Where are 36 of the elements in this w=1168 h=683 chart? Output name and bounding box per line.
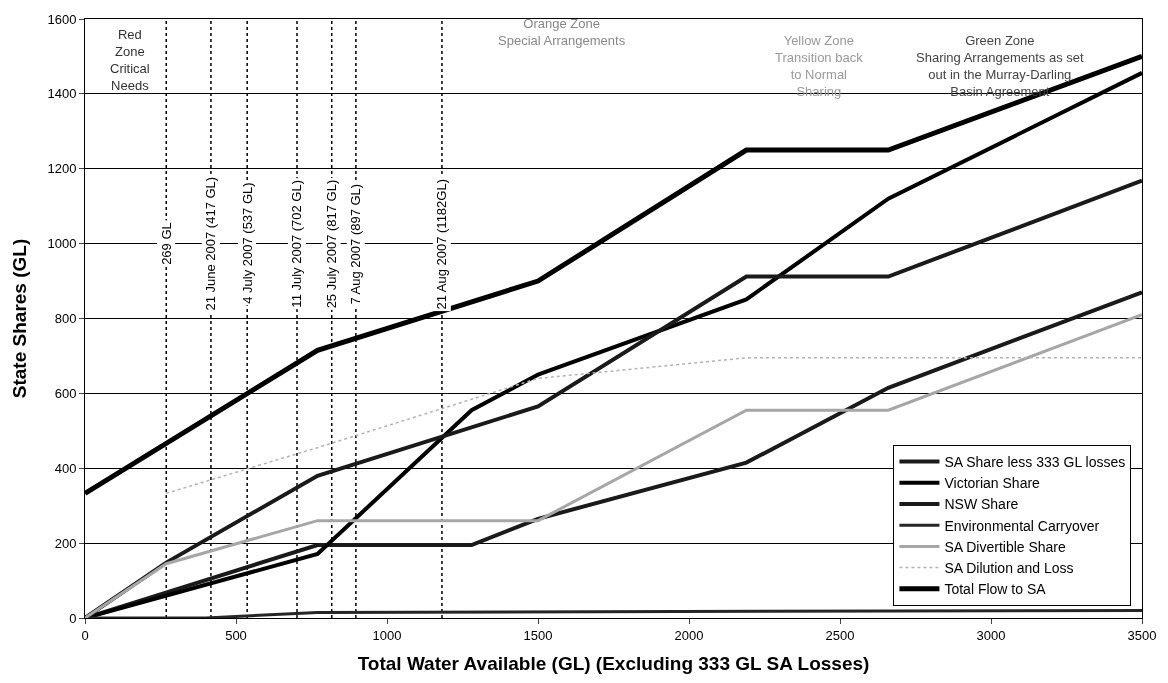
x-tick-label: 2500 [825,627,855,643]
line-series [165,357,1142,495]
ref-line-label: 21 Aug 2007 (1182GL) [434,179,450,310]
annotation: Orange Zone Special Arrangements [498,16,626,48]
legend-label: Victorian Share [944,475,1041,492]
x-tick-label: 3500 [1127,627,1157,643]
ref-line-label: 7 Aug 2007 (897 GL) [348,183,364,305]
ref-line-label: 4 July 2007 (537 GL) [239,182,255,304]
ref-line-label: 11 July 2007 (702 GL) [289,179,305,308]
y-tick-label: 0 [69,610,77,626]
x-tick-label: 0 [81,627,89,643]
legend-label: SA Dilution and Loss [944,560,1074,577]
x-tick-label: 3000 [976,627,1006,643]
y-tick-label: 1600 [47,11,77,27]
legend-label: Environmental Carryover [944,517,1100,534]
ref-line-label: 21 June 2007 (417 GL) [203,176,219,311]
x-tick-label: 500 [225,627,247,643]
y-tick-label: 800 [54,311,77,327]
ref-line-label: 25 July 2007 (817 GL) [324,179,340,309]
x-axis-title: Total Water Available (GL) (Excluding 333 GL SA Losses) [357,653,870,675]
ref-line-label: 269 GL [158,222,174,265]
y-axis-title: State Shares (GL) [9,238,31,399]
y-tick-label: 1200 [47,161,77,177]
legend-label: SA Divertible Share [944,538,1067,555]
legend-label: SA Share less 333 GL losses [944,454,1126,471]
legend-label: Total Flow to SA [944,581,1047,598]
legend-label: NSW Share [944,496,1019,513]
y-tick-label: 400 [54,460,77,476]
y-tick-label: 200 [54,535,77,551]
y-tick-label: 1400 [47,86,77,102]
x-tick-label: 1000 [372,627,402,643]
x-tick-label: 2000 [674,627,704,643]
y-tick-label: 600 [54,385,77,401]
x-tick-label: 1500 [523,627,553,643]
annotation: Red Zone Critical Needs [110,27,150,93]
y-tick-label: 1000 [47,236,77,252]
